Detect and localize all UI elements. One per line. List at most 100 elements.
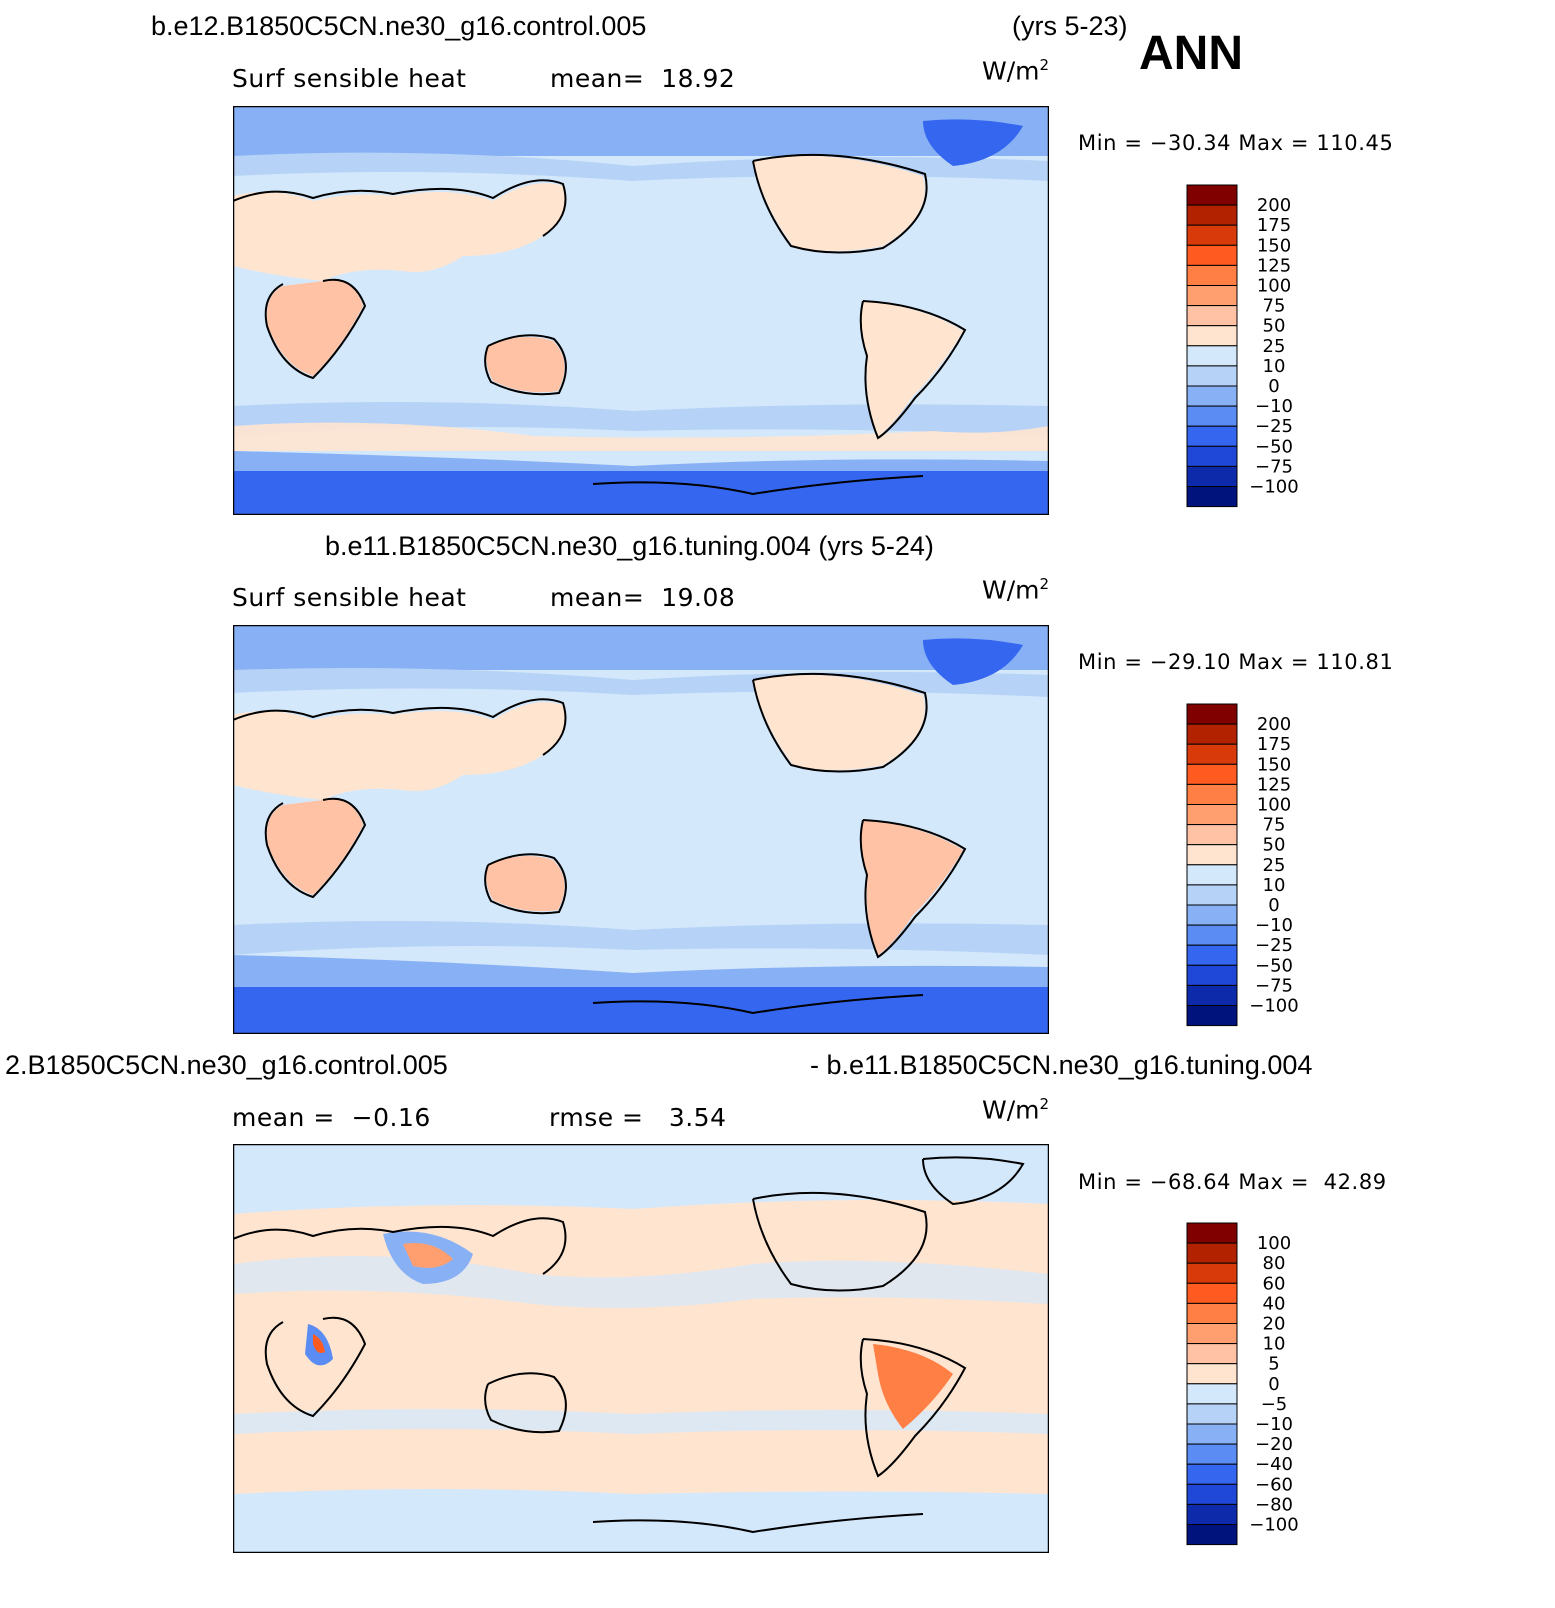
colorbar-tick-label: −75 — [1255, 456, 1293, 477]
panel2-case-title: b.e11.B1850C5CN.ne30_g16.tuning.004 (yrs… — [325, 531, 934, 561]
colorbar-swatch — [1186, 1403, 1238, 1425]
colorbar-swatch — [1186, 1423, 1238, 1445]
colorbar-tick-label: 0 — [1268, 895, 1279, 916]
colorbar-swatch — [1186, 924, 1238, 946]
colorbar-swatch — [1186, 1483, 1238, 1505]
panel3-minmax: Min = −68.64 Max = 42.89 — [1078, 1170, 1387, 1194]
australia — [486, 856, 565, 912]
arctic-band — [233, 106, 1049, 156]
colorbar-tick-label: 200 — [1257, 714, 1291, 735]
south-america — [861, 820, 963, 955]
panel1-years: (yrs 5-23) — [1012, 11, 1128, 41]
arctic-band — [233, 625, 1049, 670]
colorbar-swatch — [1186, 385, 1238, 407]
colorbar-tick-label: 60 — [1263, 1273, 1286, 1294]
colorbar-swatch — [1186, 285, 1238, 307]
colorbar-tick-label: 200 — [1257, 195, 1291, 216]
colorbar-swatch — [1186, 743, 1238, 765]
colorbar-swatch — [1186, 1463, 1238, 1485]
south-america — [861, 301, 963, 436]
greenland — [923, 638, 1023, 685]
panel1-variable-label: Surf sensible heat — [232, 64, 467, 93]
colorbar-swatch — [1186, 445, 1238, 467]
colorbar-swatch — [1186, 305, 1238, 327]
colorbar-tick-label: −5 — [1261, 1394, 1288, 1415]
colorbar-tick-label: −10 — [1255, 396, 1293, 417]
colorbar-tick-label: −75 — [1255, 975, 1293, 996]
difference-background — [233, 1144, 1049, 1553]
colorbar-tick-label: −60 — [1255, 1474, 1293, 1495]
colorbar-tick-label: −100 — [1249, 1515, 1298, 1536]
panel2-variable-label: Surf sensible heat — [232, 583, 467, 612]
panel3-units: W/m2 — [982, 1095, 1050, 1125]
colorbar-tick-label: 80 — [1263, 1253, 1286, 1274]
colorbar-tick-label: −100 — [1249, 996, 1298, 1017]
colorbar-tick-label: 175 — [1257, 215, 1291, 236]
coastlines — [233, 672, 967, 1015]
colorbar-tick-label: 50 — [1263, 835, 1286, 856]
colorbar-tick-label: −25 — [1255, 935, 1293, 956]
colorbar-tick-label: 25 — [1263, 336, 1286, 357]
colorbar-tick-label: −50 — [1255, 955, 1293, 976]
colorbar-swatch — [1186, 783, 1238, 806]
panel3-case-title-left: 2.B1850C5CN.ne30_g16.control.005 — [5, 1050, 448, 1080]
colorbar-tick-label: 40 — [1263, 1293, 1286, 1314]
colorbar-swatch — [1186, 1302, 1238, 1325]
panel2-minmax: Min = −29.10 Max = 110.81 — [1078, 650, 1394, 674]
colorbar-tick-label: 25 — [1263, 855, 1286, 876]
colorbar-swatch — [1186, 964, 1238, 986]
north-america — [753, 675, 925, 770]
colorbar-tick-label: 100 — [1257, 276, 1291, 297]
colorbar-tick-label: −10 — [1255, 1414, 1293, 1435]
colorbar-tick-label: −100 — [1249, 477, 1298, 498]
colorbar-tick-label: 125 — [1257, 774, 1291, 795]
colorbar-tick-label: 125 — [1257, 255, 1291, 276]
panel1-case-title: b.e12.B1850C5CN.ne30_g16.control.005 — [151, 11, 647, 41]
colorbar-tick-label: −10 — [1255, 915, 1293, 936]
colorbar-tick-label: 5 — [1268, 1354, 1279, 1375]
colorbar-swatch — [1186, 244, 1238, 266]
colorbar-swatch — [1186, 1242, 1238, 1264]
colorbar-swatch — [1186, 365, 1238, 387]
panel3-mean: mean = −0.16 — [232, 1103, 431, 1132]
colorbar-swatch — [1186, 465, 1238, 487]
colorbar-tick-label: 75 — [1263, 815, 1286, 836]
colorbar-swatch — [1186, 184, 1238, 206]
africa — [267, 280, 363, 376]
colorbar-swatch — [1186, 984, 1238, 1006]
colorbar-tick-label: −40 — [1255, 1454, 1293, 1475]
amazon-anomaly — [873, 1344, 953, 1429]
colorbar-swatch — [1186, 1262, 1238, 1284]
colorbar-tick-label: 100 — [1257, 1233, 1291, 1254]
colorbar-tick-label: −20 — [1255, 1434, 1293, 1455]
colorbar-tick-label: 20 — [1263, 1314, 1286, 1335]
colorbar-tick-label: 75 — [1263, 296, 1286, 317]
colorbar-tick-label: 10 — [1263, 875, 1286, 896]
panel1-mean: mean= 18.92 — [550, 64, 736, 93]
colorbar-tick-label: 150 — [1257, 754, 1291, 775]
panel2-units: W/m2 — [982, 575, 1050, 605]
coastlines — [233, 153, 967, 496]
colorbar-tick-label: 50 — [1263, 316, 1286, 337]
colorbar-swatch — [1186, 345, 1238, 367]
panel1-minmax: Min = −30.34 Max = 110.45 — [1078, 131, 1394, 155]
eurasia — [233, 702, 566, 800]
colorbar-swatch — [1186, 405, 1238, 427]
colorbar-swatch — [1186, 264, 1238, 287]
colorbar-tick-label: 175 — [1257, 734, 1291, 755]
colorbar-swatch — [1186, 204, 1238, 226]
season-label: ANN — [1139, 27, 1243, 80]
colorbar-swatch — [1186, 723, 1238, 745]
colorbar-swatch — [1186, 864, 1238, 886]
colorbar-swatch — [1186, 1524, 1238, 1546]
colorbar-tick-label: −50 — [1255, 436, 1293, 457]
colorbar-swatch — [1186, 844, 1238, 866]
north-america — [753, 156, 925, 251]
colorbar-tick-label: 10 — [1263, 1334, 1286, 1355]
colorbar-swatch — [1186, 425, 1238, 447]
panel3-rmse: rmse = 3.54 — [549, 1103, 727, 1132]
antarctica — [233, 987, 1049, 1034]
panel1-units: W/m2 — [982, 56, 1050, 86]
colorbar-swatch — [1186, 884, 1238, 906]
